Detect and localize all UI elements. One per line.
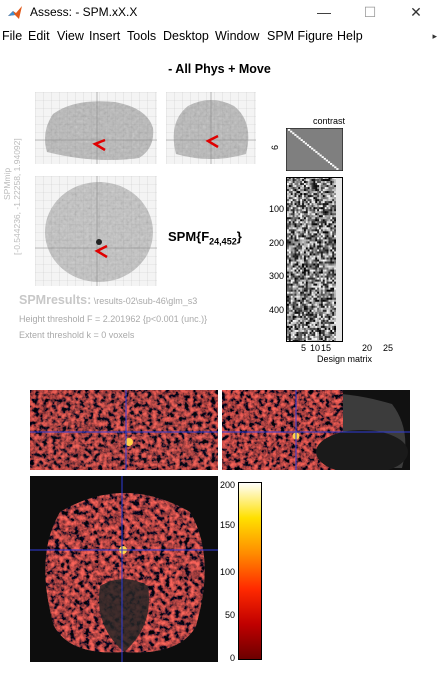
glass-brain-axial[interactable] — [35, 176, 157, 286]
glass-brain-axial-image — [35, 176, 157, 286]
menu-insert[interactable]: Insert — [89, 29, 121, 43]
spm-stat-suffix: } — [236, 229, 242, 244]
figure-title: - All Phys + Move — [168, 62, 271, 76]
minimize-button[interactable]: — — [317, 4, 331, 20]
dm-y-tick-100: 100 — [269, 204, 285, 214]
dm-x-tick-25: 25 — [383, 343, 394, 353]
colorbar-tick-200: 200 — [219, 480, 235, 490]
spm-results-title: SPMresults: — [19, 293, 92, 307]
colorbar-gradient — [238, 482, 262, 660]
spm-statistic-label: SPM{F24,452} — [168, 229, 242, 247]
spm-results-path: \results-02\sub-46\glm_s3 — [93, 296, 198, 306]
section-axial-image — [30, 476, 218, 662]
colorbar-tick-150: 150 — [219, 520, 235, 530]
spm-stat-prefix: SPM{F — [168, 229, 210, 244]
maximize-button[interactable]: ☐ — [363, 4, 377, 20]
spm-results-header: SPMresults: \results-02\sub-46\glm_s3 — [19, 293, 197, 307]
extent-threshold-text: Extent threshold k = 0 voxels — [19, 330, 135, 340]
close-button[interactable]: ✕ — [410, 4, 422, 20]
menu-view[interactable]: View — [57, 29, 84, 43]
glass-brain-sagittal[interactable] — [35, 92, 157, 164]
design-matrix-plot[interactable] — [286, 177, 343, 342]
colorbar-tick-50: 50 — [224, 610, 235, 620]
menu-desktop[interactable]: Desktop — [163, 29, 209, 43]
section-sagittal-image — [30, 390, 218, 470]
dm-x-tick-10: 10 — [310, 343, 321, 353]
menu-overflow-icon[interactable]: ▸ — [432, 31, 437, 41]
matlab-logo-icon — [8, 6, 22, 19]
section-sagittal-slice[interactable] — [30, 390, 218, 470]
menu-spm-figure[interactable]: SPM Figure — [267, 29, 333, 43]
spmmip-side-label: SPMmip — [2, 167, 12, 200]
colorbar — [238, 482, 262, 660]
menu-help[interactable]: Help — [337, 29, 363, 43]
dm-y-tick-400: 400 — [269, 305, 285, 315]
contrast-title: contrast — [313, 116, 346, 126]
colorbar-tick-100: 100 — [219, 567, 235, 577]
spm-stat-df: 24,452 — [209, 236, 237, 247]
menu-window[interactable]: Window — [215, 29, 260, 43]
dm-y-tick-200: 200 — [269, 238, 285, 248]
window-title: Assess: - SPM.xX.X — [30, 5, 138, 19]
section-axial-slice[interactable] — [30, 476, 218, 662]
dm-x-tick-15: 15 — [321, 343, 332, 353]
glass-brain-sagittal-image — [35, 92, 157, 164]
design-matrix-xlabel: Design matrix — [317, 354, 373, 364]
menu-file[interactable]: File — [2, 29, 23, 43]
menu-bar: File Edit View Insert Tools Desktop Wind… — [0, 26, 439, 47]
glass-brain-coronal-image — [166, 92, 256, 164]
colorbar-tick-0: 0 — [229, 653, 235, 663]
height-threshold-text: Height threshold F = 2.201962 {p<0.001 (… — [19, 314, 208, 324]
dm-x-tick-5: 5 — [301, 343, 307, 353]
menu-tools[interactable]: Tools — [127, 29, 157, 43]
section-coronal-slice[interactable] — [222, 390, 410, 470]
dm-y-tick-300: 300 — [269, 271, 285, 281]
mip-coordinate-label: [-0.544236, -1.22258, 1.94092] — [12, 138, 22, 255]
menu-edit[interactable]: Edit — [28, 29, 50, 43]
contrast-plot[interactable] — [286, 128, 343, 171]
title-bar: Assess: - SPM.xX.X — ☐ ✕ — [0, 0, 439, 26]
dm-x-tick-20: 20 — [362, 343, 373, 353]
contrast-tick-label: 6 — [270, 144, 280, 150]
section-coronal-image — [222, 390, 410, 470]
glass-brain-coronal[interactable] — [166, 92, 256, 164]
